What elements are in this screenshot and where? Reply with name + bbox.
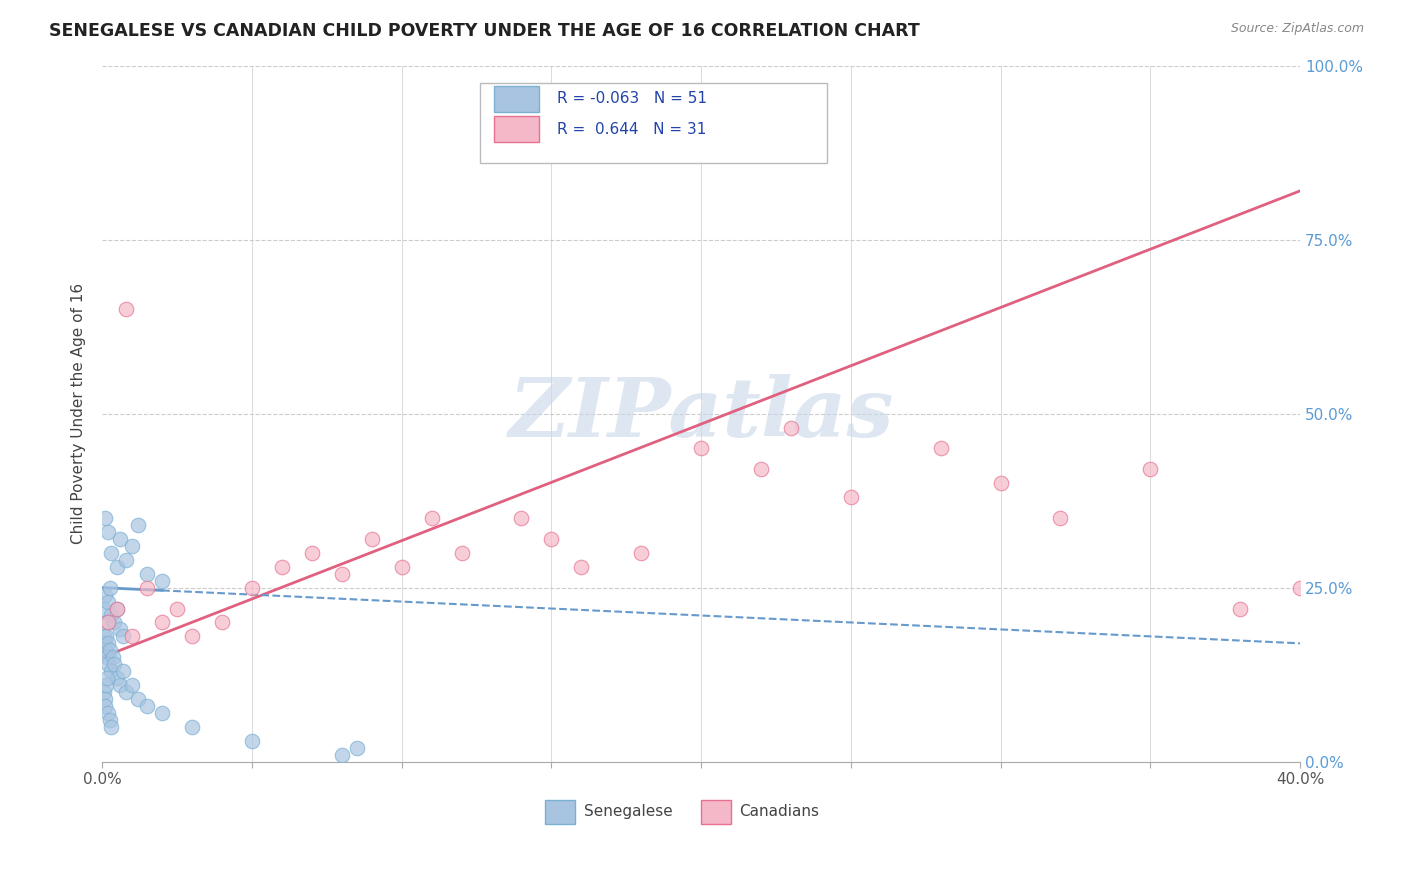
Point <box>150 615 173 630</box>
Point <box>97 636 120 650</box>
Point <box>93 601 115 615</box>
Point <box>330 747 353 762</box>
Point <box>211 615 233 630</box>
Point <box>630 546 652 560</box>
Point <box>569 559 592 574</box>
Point <box>94 698 117 713</box>
Point <box>127 692 149 706</box>
Point <box>96 615 118 630</box>
Point <box>100 664 122 678</box>
Point <box>97 657 120 672</box>
Point <box>105 559 128 574</box>
Text: R =  0.644   N = 31: R = 0.644 N = 31 <box>557 122 707 137</box>
Point <box>749 462 772 476</box>
Point <box>240 733 263 747</box>
Point <box>136 566 159 581</box>
Point <box>115 685 138 699</box>
Point <box>94 678 117 692</box>
Point <box>94 629 117 643</box>
Point <box>510 511 533 525</box>
Point <box>450 546 472 560</box>
FancyBboxPatch shape <box>494 116 540 142</box>
Point <box>105 601 128 615</box>
Text: Source: ZipAtlas.com: Source: ZipAtlas.com <box>1230 22 1364 36</box>
Point <box>330 566 353 581</box>
Point <box>94 511 117 525</box>
Point <box>98 713 121 727</box>
Point <box>690 442 713 456</box>
Point <box>98 581 121 595</box>
Point <box>150 574 173 588</box>
Point <box>97 706 120 720</box>
Point <box>108 623 131 637</box>
Point <box>108 678 131 692</box>
Point <box>240 581 263 595</box>
Point <box>181 629 204 643</box>
Text: Canadians: Canadians <box>740 805 820 819</box>
Point <box>97 594 120 608</box>
Point <box>181 720 204 734</box>
Point <box>93 685 115 699</box>
Point <box>108 532 131 546</box>
Point <box>112 629 135 643</box>
Point <box>97 524 120 539</box>
Point <box>96 650 118 665</box>
Point <box>101 650 124 665</box>
Point <box>540 532 562 546</box>
Point <box>420 511 443 525</box>
FancyBboxPatch shape <box>702 800 731 824</box>
Point <box>1139 462 1161 476</box>
Point <box>127 518 149 533</box>
Point <box>98 643 121 657</box>
Point <box>270 559 292 574</box>
Point <box>136 581 159 595</box>
Point <box>990 476 1012 491</box>
Point <box>929 442 952 456</box>
Point <box>112 664 135 678</box>
Point <box>105 671 128 685</box>
Point <box>1229 601 1251 615</box>
Text: Senegalese: Senegalese <box>583 805 672 819</box>
Point <box>839 490 862 504</box>
Point <box>115 302 138 317</box>
Point <box>103 615 125 630</box>
Point <box>93 692 115 706</box>
Point <box>97 615 120 630</box>
Point <box>360 532 382 546</box>
Point <box>301 546 323 560</box>
Point <box>346 740 368 755</box>
Point <box>391 559 413 574</box>
Point <box>96 671 118 685</box>
Point <box>121 629 143 643</box>
Point <box>166 601 188 615</box>
FancyBboxPatch shape <box>494 87 540 112</box>
Point <box>94 588 117 602</box>
Point <box>100 608 122 623</box>
Point <box>93 636 115 650</box>
Point <box>121 678 143 692</box>
FancyBboxPatch shape <box>546 800 575 824</box>
Point <box>150 706 173 720</box>
Point <box>115 553 138 567</box>
Point <box>780 420 803 434</box>
FancyBboxPatch shape <box>479 83 827 163</box>
Point <box>1049 511 1071 525</box>
Point <box>121 539 143 553</box>
Text: SENEGALESE VS CANADIAN CHILD POVERTY UNDER THE AGE OF 16 CORRELATION CHART: SENEGALESE VS CANADIAN CHILD POVERTY UND… <box>49 22 920 40</box>
Point <box>93 629 115 643</box>
Point <box>94 643 117 657</box>
Point <box>136 698 159 713</box>
Y-axis label: Child Poverty Under the Age of 16: Child Poverty Under the Age of 16 <box>72 283 86 544</box>
Point <box>100 546 122 560</box>
Point <box>105 601 128 615</box>
Text: R = -0.063   N = 51: R = -0.063 N = 51 <box>557 91 707 106</box>
Point <box>103 657 125 672</box>
Point <box>1289 581 1312 595</box>
Point <box>100 720 122 734</box>
Text: ZIPatlas: ZIPatlas <box>509 374 894 454</box>
